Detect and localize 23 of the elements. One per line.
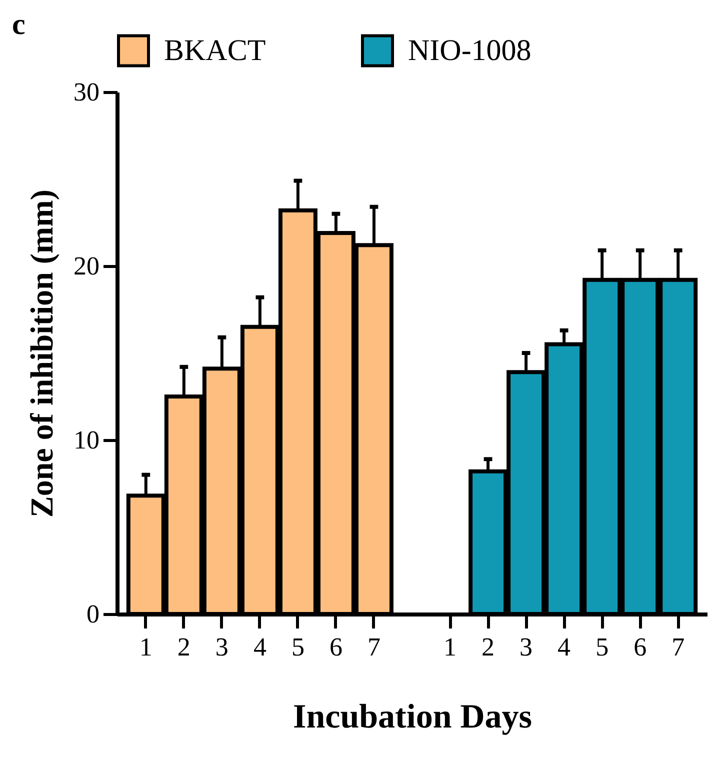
x-tick-label: 2 [482, 632, 495, 662]
x-tick-label: 6 [329, 632, 342, 662]
x-tick-label: 1 [139, 632, 152, 662]
text: c [12, 8, 26, 41]
x-tick-label: 5 [596, 632, 609, 662]
x-tick-label: 1 [444, 632, 457, 662]
x-tick-label: 7 [672, 632, 685, 662]
x-tick-label: 2 [177, 632, 190, 662]
y-tick-label: 0 [86, 600, 100, 628]
x-tick-label: 7 [367, 632, 380, 662]
legend-label: BKACT [164, 34, 266, 67]
x-axis-title: Incubation Days [292, 698, 532, 736]
x-tick-label: 6 [634, 632, 647, 662]
y-tick-label: 10 [74, 426, 100, 454]
x-tick-label: 4 [253, 632, 266, 662]
y-tick-label: 20 [74, 252, 100, 280]
x-tick-label: 3 [520, 632, 533, 662]
x-tick-label: 4 [558, 632, 571, 662]
x-tick-label: 3 [215, 632, 228, 662]
y-tick-label: 30 [74, 78, 100, 106]
legend-label: NIO-1008 [408, 34, 532, 67]
y-axis-title: Zone of inhibition (mm) [24, 189, 60, 518]
x-tick-label: 5 [291, 632, 304, 662]
